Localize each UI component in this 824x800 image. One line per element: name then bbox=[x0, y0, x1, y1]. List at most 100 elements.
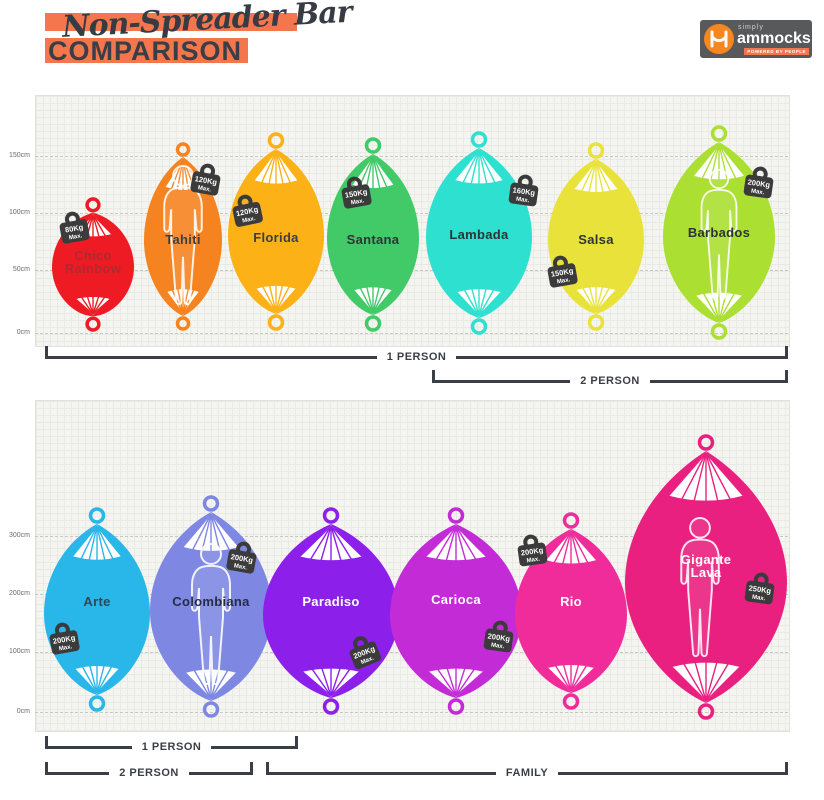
max-weight-suffix: Max. bbox=[59, 644, 74, 652]
top-ring bbox=[202, 495, 220, 512]
bottom-ring bbox=[587, 314, 605, 331]
bracket-line bbox=[48, 772, 110, 775]
hammock-body bbox=[515, 529, 627, 693]
max-weight-suffix: Max. bbox=[491, 643, 505, 651]
hammock-rio: Rio 200Kg Max. bbox=[515, 511, 627, 711]
hammock-name-label: Arte bbox=[83, 593, 111, 609]
axis-gridline bbox=[35, 156, 788, 157]
group-bracket-label: 1 PERSON bbox=[141, 741, 202, 753]
group-bracket-2-person: 2 PERSON bbox=[45, 762, 254, 779]
hammock-shape bbox=[515, 512, 627, 710]
bracket-line bbox=[558, 772, 786, 775]
hammock-name-label: Chico Rainbow bbox=[64, 248, 122, 276]
max-weight-suffix: Max. bbox=[751, 189, 765, 197]
top-ring bbox=[322, 507, 340, 524]
max-weight-suffix: Max. bbox=[69, 233, 84, 241]
hammock-name-label: Colombiana bbox=[172, 593, 250, 609]
bottom-ring bbox=[85, 316, 101, 332]
axis-tick-label: 100cm bbox=[8, 209, 30, 216]
max-weight-value: 160Kg bbox=[512, 185, 536, 197]
hammock-body bbox=[426, 148, 532, 318]
hammock-name-label: Salsa bbox=[578, 231, 614, 247]
hammock-shape bbox=[263, 507, 399, 715]
logo-brand-text: ammocks bbox=[737, 30, 811, 47]
axis-gridline bbox=[35, 712, 788, 713]
hammock-name-label: Carioca bbox=[431, 591, 481, 607]
bracket-line bbox=[48, 356, 377, 359]
hammock-name-label: Lambada bbox=[449, 226, 509, 242]
group-bracket-1-person: 1 PERSON bbox=[45, 346, 789, 363]
hammock-body bbox=[44, 524, 150, 695]
group-bracket-2-person: 2 PERSON bbox=[432, 370, 789, 387]
hammock-body bbox=[390, 524, 522, 698]
max-weight-value: 80Kg bbox=[64, 222, 84, 234]
bracket-line bbox=[435, 380, 571, 383]
bracket-line bbox=[188, 772, 251, 775]
group-bracket-1-person: 1 PERSON bbox=[45, 736, 299, 753]
person-silhouette-icon bbox=[191, 543, 231, 685]
bracket-end-tick bbox=[250, 762, 254, 775]
max-weight-value: 200Kg bbox=[52, 633, 76, 646]
max-weight-suffix: Max. bbox=[752, 595, 766, 603]
group-bracket-label: 2 PERSON bbox=[580, 375, 640, 387]
hammock-salsa: Salsa 150Kg Max. bbox=[547, 141, 644, 332]
axis-tick-label: 0cm bbox=[16, 708, 30, 715]
hammock-gigante-lava: Gigante Lava 250Kg Max. bbox=[625, 433, 787, 721]
max-weight-value: 150Kg bbox=[344, 187, 368, 200]
hammock-barbados: Barbados 200Kg Max. bbox=[663, 124, 775, 341]
max-weight-value: 200Kg bbox=[230, 552, 254, 565]
top-ring bbox=[587, 142, 605, 159]
hammock-shape bbox=[44, 507, 150, 712]
axis-tick-label: 100cm bbox=[8, 648, 30, 655]
title-highlight-bar-2 bbox=[45, 38, 248, 63]
max-weight-value: 250Kg bbox=[748, 583, 772, 595]
bracket-end-tick bbox=[785, 762, 789, 775]
group-bracket-label: 2 PERSON bbox=[119, 767, 179, 779]
max-weight-value: 200Kg bbox=[487, 631, 511, 643]
bottom-ring bbox=[202, 701, 220, 718]
hammock-shape bbox=[426, 131, 532, 335]
hammock-body bbox=[228, 149, 324, 314]
bottom-ring bbox=[562, 693, 580, 710]
hammock-florida: Florida 120Kg Max. bbox=[228, 131, 324, 332]
brand-logo: simply ammocks POWERED BY PEOPLE bbox=[700, 20, 812, 58]
max-weight-suffix: Max. bbox=[233, 563, 248, 571]
max-weight-suffix: Max. bbox=[242, 216, 257, 225]
bottom-ring bbox=[322, 698, 340, 715]
bracket-end-tick bbox=[45, 346, 48, 359]
group-bracket-label: FAMILY bbox=[505, 767, 549, 779]
hammock-shape bbox=[625, 434, 787, 720]
person-silhouette-icon bbox=[700, 168, 738, 300]
max-weight-suffix: Max. bbox=[516, 197, 530, 205]
bracket-end-tick bbox=[785, 346, 789, 359]
hammock-arte: Arte 200Kg Max. bbox=[44, 506, 150, 713]
bracket-end-tick bbox=[295, 736, 299, 749]
hammock-logo-icon bbox=[704, 24, 734, 54]
top-ring bbox=[562, 512, 580, 529]
top-ring bbox=[267, 132, 285, 149]
hammock-paradiso: Paradiso 200Kg Max. bbox=[263, 506, 399, 716]
page-title-main: COMPARISON bbox=[48, 36, 243, 66]
logo-tagline: POWERED BY PEOPLE bbox=[744, 48, 809, 55]
hammock-tahiti: Tahiti 120Kg Max. bbox=[144, 141, 222, 332]
hammock-shape bbox=[390, 507, 522, 715]
bracket-line bbox=[456, 356, 786, 359]
hammock-shape bbox=[228, 132, 324, 331]
bracket-end-tick bbox=[45, 762, 48, 775]
bracket-end-tick bbox=[266, 762, 269, 775]
bottom-ring bbox=[710, 323, 728, 340]
hammock-body bbox=[144, 157, 222, 316]
top-ring bbox=[175, 142, 191, 157]
bottom-ring bbox=[447, 698, 465, 715]
top-ring bbox=[85, 197, 101, 213]
axis-gridline bbox=[35, 333, 788, 334]
max-weight-suffix: Max. bbox=[360, 655, 375, 666]
